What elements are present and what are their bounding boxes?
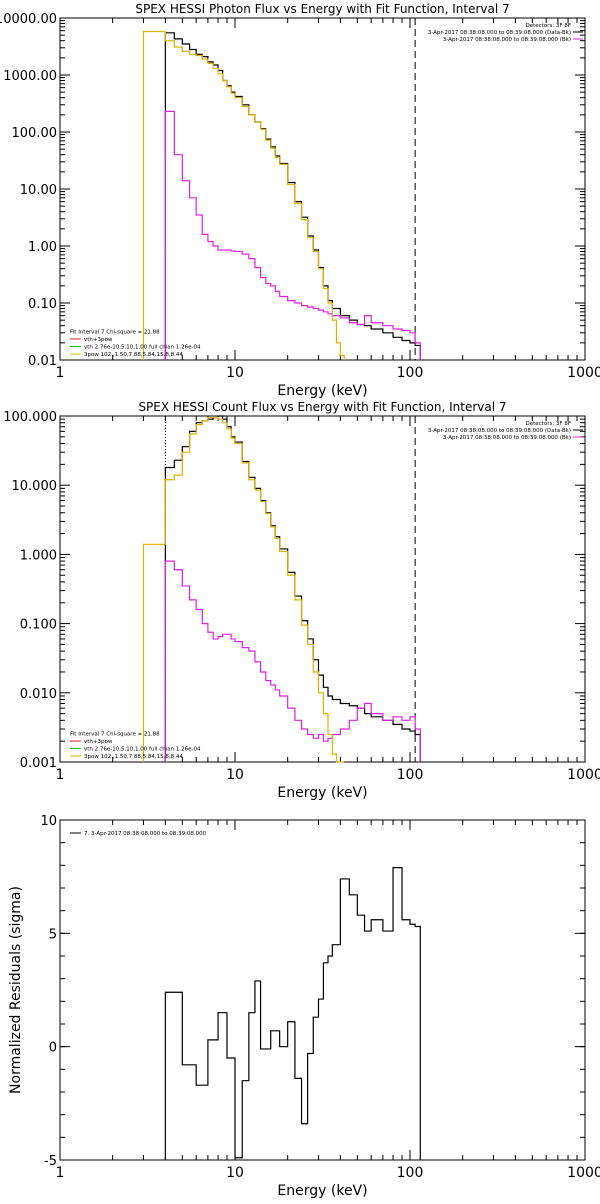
x-tick-label: 1 [56,767,65,783]
legend-right-entry: 3-Apr-2017 08:38:08.000 to 08:39:08.000 … [428,30,571,36]
x-tick-label: 1 [56,365,65,381]
legend-left-entry: Fit Interval 7 Chi-square = 21.88 [70,732,160,738]
x-tick-label: 1000 [567,365,600,381]
x-tick-label: 1000 [567,1165,600,1181]
y-tick-label: 5 [49,927,57,942]
y-tick-label: 0.010 [20,687,57,702]
y-tick-label: 100.000 [3,410,57,425]
y-tick-label: 0.10 [28,297,57,312]
chart-panel-2: SPEX HESSI Count Flux vs Energy with Fit… [3,400,600,801]
chart-title: SPEX HESSI Photon Flux vs Energy with Fi… [135,2,509,16]
legend-left-entry: 7. 3-Apr-2017 08:38:08.000 to 08:39:08.0… [84,831,207,837]
chart-panel-1: SPEX HESSI Photon Flux vs Energy with Fi… [0,2,600,399]
series-2-histogram [164,560,421,762]
x-axis-label: Energy (keV) [277,1183,367,1199]
legend-left-entry: vth+3pow [84,337,113,343]
legend-left-entry: vth+3pow [84,739,113,745]
legend-right-entry: 3-Apr-2017 08:38:08.000 to 08:39:08.000 … [443,37,571,43]
y-tick-label: 0.100 [20,618,57,633]
legend-right-entry: Detectors: 3F 8F [525,23,571,29]
legend-right-entry: 3-Apr-2017 08:38:08.000 to 08:39:08.000 … [443,435,571,441]
y-tick-label: 0 [49,1041,57,1056]
x-tick-label: 1 [56,1165,65,1181]
x-tick-label: 10 [226,767,244,783]
legend-left-entry: Fit Interval 7 Chi-square = 21.88 [70,330,160,336]
y-tick-label: 1.000 [20,548,57,563]
y-tick-label: 10 [40,814,57,829]
y-tick-label: 0.01 [28,354,57,369]
legend-right-entry: 3-Apr-2017 08:38:08.000 to 08:39:08.000 … [428,428,571,434]
y-tick-label: 10.00 [20,183,57,198]
series-1-histogram [164,32,421,360]
series-1-histogram [164,415,421,762]
x-axis-label: Energy (keV) [277,785,367,801]
x-tick-label: 10 [226,1165,244,1181]
series-3-histogram [142,30,345,360]
y-tick-label: 100.00 [12,126,58,141]
y-tick-label: 1.00 [28,240,57,255]
y-tick-label: 0.001 [20,756,57,771]
series-1-histogram [164,867,421,1160]
legend-left-entry: vth 2.76e-10,5.10,1.00 full chian 1.26e-… [84,747,201,753]
x-tick-label: 10 [226,365,244,381]
x-tick-label: 100 [397,1165,424,1181]
series-2-histogram [164,110,421,360]
chart-title: SPEX HESSI Count Flux vs Energy with Fit… [138,400,506,414]
legend-right-entry: Detectors: 3F 8F [525,421,571,427]
plot-frame [59,17,586,361]
x-axis-label: Energy (keV) [277,383,367,399]
legend-left-entry: 3pow 102.,1.50,7.88,5.84,15.8,8.44 [84,754,183,760]
y-tick-label: 10000.00 [0,12,57,27]
legend-left-entry: vth 2.76e-10,5.10,1.00 full chian 1.26e-… [84,345,201,351]
legend-left-entry: 3pow 102.,1.50,7.88,5.84,15.8,8.44 [84,352,183,358]
x-tick-label: 100 [397,767,424,783]
x-tick-label: 1000 [567,767,600,783]
series-3-histogram [142,416,345,763]
y-axis-label: Normalized Residuals (sigma) [8,886,24,1094]
x-tick-label: 100 [397,365,424,381]
chart-panel-3: 1 10 100 1000 -5 0 5 10 Energy (keV) Normalized R… [8,814,600,1199]
plot-frame [59,415,586,763]
y-tick-label: 10.000 [12,479,58,494]
y-tick-label: -5 [44,1154,57,1169]
y-tick-label: 1000.00 [3,69,57,84]
plot-frame [59,819,586,1161]
